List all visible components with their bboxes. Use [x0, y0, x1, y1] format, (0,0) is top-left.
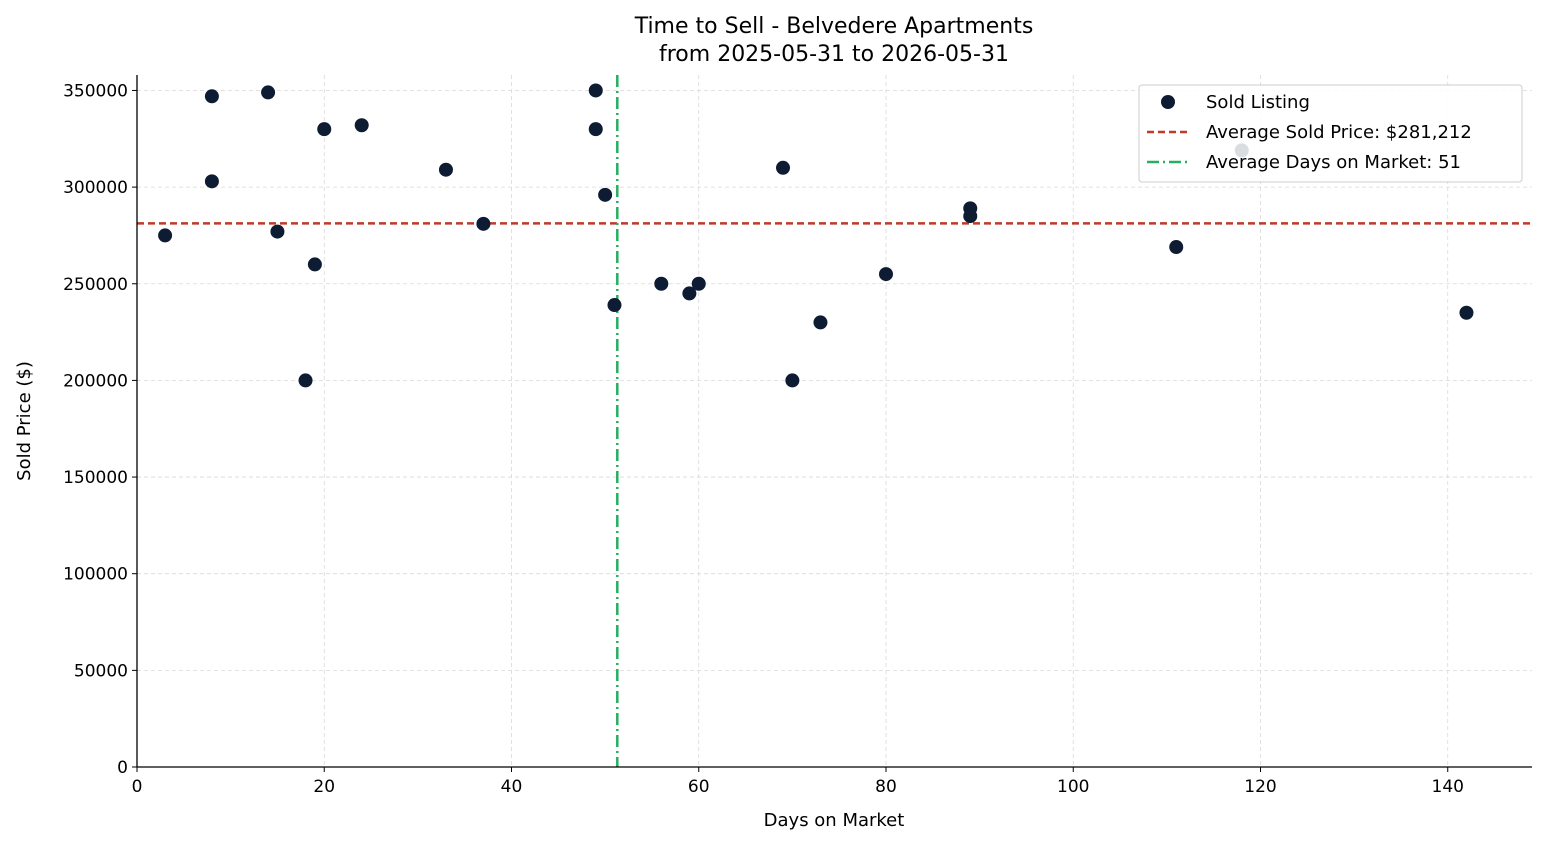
data-point	[204, 89, 219, 104]
y-axis-label: Sold Price ($)	[14, 361, 35, 481]
chart-subtitle: from 2025-05-31 to 2026-05-31	[659, 42, 1009, 67]
y-tick-label: 50000	[74, 661, 128, 681]
data-point	[813, 315, 828, 330]
data-point	[438, 162, 453, 177]
data-point	[607, 298, 622, 313]
data-point	[588, 83, 603, 98]
x-tick-label: 40	[501, 777, 523, 797]
data-point	[785, 373, 800, 388]
y-axis-ticks: 0 50000 100000 150000 200000 250000 300000 3500…	[63, 81, 137, 778]
data-point	[963, 209, 978, 224]
data-point	[598, 187, 613, 202]
data-point	[476, 216, 491, 231]
y-tick-label: 0	[117, 758, 128, 778]
data-point	[307, 257, 322, 272]
data-point	[588, 122, 603, 137]
y-tick-label: 350000	[63, 81, 128, 101]
legend: Sold Listing Average Sold Price: $281,21…	[1138, 84, 1523, 183]
data-point	[878, 267, 893, 282]
x-tick-label: 140	[1432, 777, 1464, 797]
data-point	[204, 174, 219, 189]
x-tick-label: 20	[313, 777, 335, 797]
data-point	[682, 286, 697, 301]
legend-box	[1138, 84, 1523, 183]
data-point	[654, 276, 669, 291]
data-point	[158, 228, 173, 243]
x-tick-label: 100	[1057, 777, 1089, 797]
legend-label-avg-days: Average Days on Market: 51	[1206, 152, 1461, 173]
data-point	[270, 224, 285, 239]
legend-marker-sold-listing	[1161, 95, 1175, 109]
y-tick-label: 150000	[63, 468, 128, 488]
data-point	[317, 122, 332, 137]
x-tick-label: 120	[1244, 777, 1276, 797]
x-axis-label: Days on Market	[764, 810, 905, 831]
axes	[136, 75, 1532, 768]
data-point	[261, 85, 276, 100]
chart-title: Time to Sell - Belvedere Apartments	[634, 14, 1034, 39]
x-tick-label: 0	[132, 777, 143, 797]
grid-lines	[137, 75, 1532, 767]
y-tick-label: 250000	[63, 275, 128, 295]
data-point	[691, 276, 706, 291]
legend-label-sold-listing: Sold Listing	[1206, 92, 1310, 113]
data-point	[354, 118, 369, 133]
data-point	[1169, 240, 1184, 255]
reference-lines	[137, 75, 1532, 767]
legend-label-avg-price: Average Sold Price: $281,212	[1206, 122, 1472, 143]
data-point	[298, 373, 313, 388]
y-tick-label: 300000	[63, 178, 128, 198]
x-axis-ticks: 0 20 40 60 80 100 120 140	[132, 767, 1464, 797]
y-tick-label: 100000	[63, 565, 128, 585]
x-tick-label: 80	[875, 777, 897, 797]
x-tick-label: 60	[688, 777, 710, 797]
data-point	[776, 160, 791, 175]
data-points	[158, 83, 1474, 388]
data-point	[1459, 305, 1474, 320]
y-tick-label: 200000	[63, 371, 128, 391]
